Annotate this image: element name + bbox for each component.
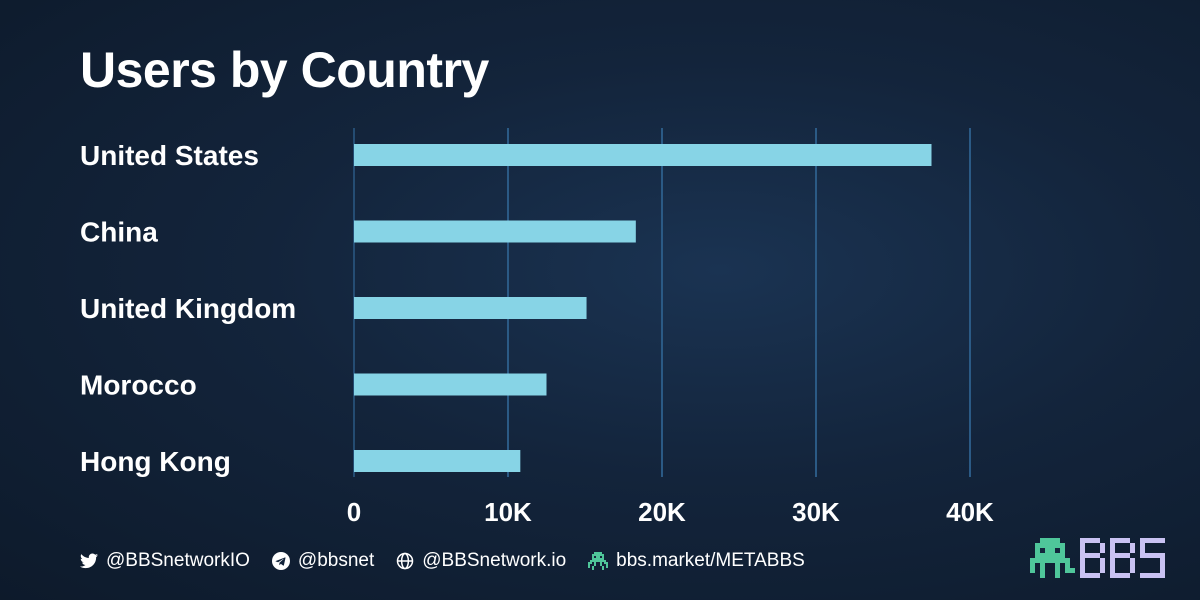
footer-social-links: @BBSnetworkIO @bbsnet @BBSnetwork.io	[80, 550, 805, 572]
twitter-handle: @BBSnetworkIO	[106, 550, 250, 571]
globe-icon	[397, 552, 414, 570]
footer-telegram[interactable]: @bbsnet	[271, 550, 375, 572]
octopus-icon	[588, 552, 609, 570]
mascot-icon	[1030, 538, 1075, 578]
footer-twitter[interactable]: @BBSnetworkIO	[80, 550, 250, 572]
category-label: Morocco	[80, 370, 197, 401]
x-tick-label: 40K	[946, 497, 994, 527]
bar-chart: United States China United Kingdom Morocco H…	[80, 128, 994, 527]
category-label: United Kingdom	[80, 293, 296, 324]
x-tick-label: 30K	[792, 497, 840, 527]
twitter-icon	[80, 553, 98, 569]
footer-market[interactable]: bbs.market/METABBS	[588, 550, 805, 572]
x-tick-labels: 0 10K 20K 30K 40K	[347, 497, 994, 527]
market-link: bbs.market/METABBS	[616, 550, 805, 571]
bars	[354, 144, 932, 472]
bar-united-states	[354, 144, 932, 166]
chart-title: Users by Country	[80, 42, 489, 98]
website-link: @BBSnetwork.io	[422, 550, 567, 571]
bar-hong-kong	[354, 450, 521, 472]
bar-morocco	[354, 373, 547, 396]
bar-united-kingdom	[354, 297, 587, 319]
x-tick-label: 0	[347, 497, 361, 527]
telegram-handle: @bbsnet	[297, 550, 375, 571]
bbs-logo	[1030, 538, 1165, 578]
category-labels: United States China United Kingdom Morocco H…	[80, 140, 296, 477]
category-label: China	[80, 217, 158, 248]
x-tick-label: 20K	[638, 497, 686, 527]
footer-website[interactable]: @BBSnetwork.io	[396, 550, 566, 572]
category-label: United States	[80, 140, 259, 171]
x-tick-label: 10K	[484, 497, 532, 527]
bar-china	[354, 220, 636, 243]
telegram-icon	[271, 552, 290, 570]
bbs-wordmark	[1080, 538, 1165, 578]
category-label: Hong Kong	[80, 446, 231, 477]
